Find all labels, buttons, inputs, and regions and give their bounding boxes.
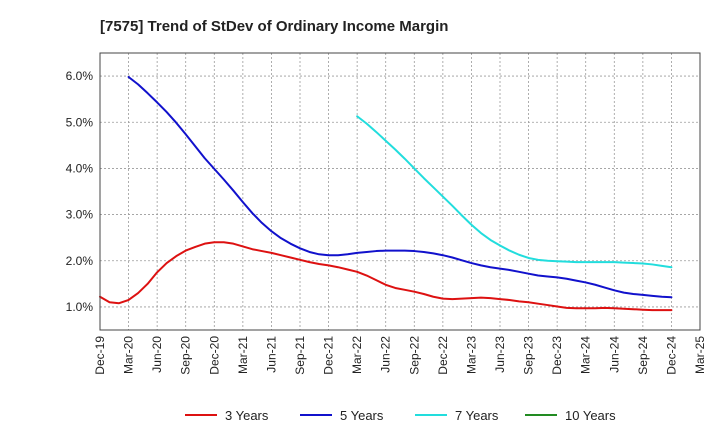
x-tick-label: Sep-21 <box>293 336 307 375</box>
x-tick-label: Jun-21 <box>264 336 278 373</box>
y-tick-label: 1.0% <box>66 300 94 314</box>
x-tick-label: Jun-22 <box>379 336 393 373</box>
y-tick-label: 3.0% <box>66 208 94 222</box>
x-tick-label: Jun-20 <box>150 336 164 373</box>
x-tick-label: Sep-20 <box>179 336 193 375</box>
x-tick-label: Sep-24 <box>636 336 650 375</box>
x-tick-label: Dec-19 <box>93 336 107 375</box>
x-tick-label: Mar-22 <box>350 336 364 374</box>
x-tick-label: Mar-20 <box>122 336 136 374</box>
x-tick-label: Mar-21 <box>236 336 250 374</box>
y-tick-label: 6.0% <box>66 69 94 83</box>
x-axis-ticks: Dec-19 Mar-20 Jun-20 Sep-20 Dec-20 Mar-21 Jun-… <box>93 336 707 375</box>
x-tick-label: Dec-22 <box>436 336 450 375</box>
y-tick-label: 4.0% <box>66 161 94 175</box>
legend-label-10-years: 10 Years <box>565 408 616 423</box>
x-tick-label: Dec-23 <box>550 336 564 375</box>
plot-frame <box>99 52 701 331</box>
legend-label-5-years: 5 Years <box>340 408 384 423</box>
y-axis-ticks: 1.0% 2.0% 3.0% 4.0% 5.0% 6.0% <box>66 69 94 314</box>
x-tick-label: Sep-23 <box>522 336 536 375</box>
series-line-3-years <box>99 241 673 312</box>
legend-label-7-years: 7 Years <box>455 408 499 423</box>
x-tick-label: Dec-20 <box>207 336 221 375</box>
series-line-5-years <box>127 76 673 299</box>
series-line-7-years <box>356 115 673 269</box>
x-tick-label: Dec-21 <box>322 336 336 375</box>
y-tick-label: 5.0% <box>66 115 94 129</box>
grid <box>100 53 700 330</box>
y-tick-label: 2.0% <box>66 254 94 268</box>
x-tick-label: Jun-23 <box>493 336 507 373</box>
x-tick-label: Mar-25 <box>693 336 707 374</box>
x-tick-label: Dec-24 <box>664 336 678 375</box>
x-tick-label: Jun-24 <box>607 336 621 373</box>
legend-label-3-years: 3 Years <box>225 408 269 423</box>
chart-title: [7575] Trend of StDev of Ordinary Income… <box>100 18 448 35</box>
x-tick-label: Mar-23 <box>464 336 478 374</box>
legend: 3 Years 5 Years 7 Years 10 Years <box>185 408 616 423</box>
series-lines <box>99 76 673 312</box>
x-tick-label: Mar-24 <box>579 336 593 374</box>
x-tick-label: Sep-22 <box>407 336 421 375</box>
